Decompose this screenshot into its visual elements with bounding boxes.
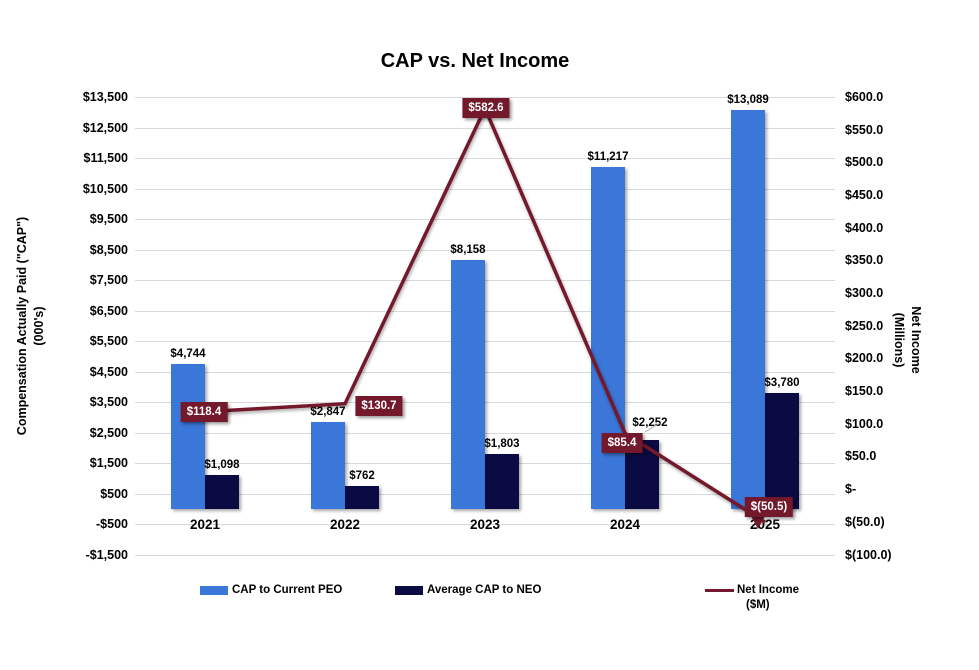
gridline: [135, 188, 835, 190]
net-income-value-label: $118.4: [180, 401, 228, 422]
bar-value-label: $3,780: [764, 377, 800, 390]
bar-value-label: $2,252: [632, 417, 668, 430]
gridline: [135, 341, 835, 342]
gridline: [135, 402, 835, 403]
gridline: [135, 280, 835, 281]
gridline: [135, 158, 835, 159]
right-axis-tick: $50.0: [845, 449, 877, 464]
right-axis-title-line2: (Millions): [892, 312, 906, 368]
left-axis-tick: $6,500: [89, 303, 128, 318]
right-axis-tick: $250.0: [845, 318, 884, 333]
x-axis-category-label: 2022: [329, 516, 361, 532]
legend-label-net-income: Net Income ($M): [737, 584, 799, 611]
right-axis-tick: $500.0: [845, 155, 884, 170]
right-axis-tick: $400.0: [845, 220, 884, 235]
bar-cap-peo: [731, 109, 765, 509]
gridline: [135, 554, 835, 556]
left-axis-tick: -$500: [96, 517, 128, 531]
gridline: [135, 524, 835, 525]
net-income-value-label: $85.4: [601, 433, 643, 454]
label-pointer: [751, 516, 765, 530]
bar-value-label: $8,158: [450, 243, 486, 256]
bar-cap-peo: [311, 421, 345, 509]
bar-value-label: $762: [349, 469, 375, 482]
right-axis-tick: $600.0: [845, 90, 884, 104]
left-axis-title-line2: (000's): [32, 306, 46, 346]
bar-cap-neo: [345, 485, 379, 509]
x-axis-category-label: 2023: [469, 516, 501, 532]
net-income-value-label: $130.7: [355, 395, 403, 416]
left-axis-tick: $13,500: [82, 90, 128, 104]
bar-cap-neo: [205, 475, 239, 509]
bar-value-label: $4,744: [170, 348, 206, 361]
right-axis-tick: $-: [845, 482, 857, 497]
legend-item-net-income: Net Income ($M): [705, 583, 799, 613]
left-axis-tick: $9,500: [89, 212, 128, 226]
bar-cap-neo: [765, 393, 799, 509]
legend-label-cap-peo: CAP to Current PEO: [232, 584, 343, 596]
right-axis-title-line1: Net Income: [909, 306, 923, 374]
left-axis-tick: $11,500: [83, 151, 129, 165]
right-axis-tick: $300.0: [845, 286, 884, 301]
right-axis-tick: $150.0: [845, 384, 884, 399]
legend-label-cap-neo: Average CAP to NEO: [427, 584, 542, 596]
gridline: [135, 310, 835, 312]
gridline: [135, 127, 835, 129]
left-axis-tick: $500: [100, 486, 128, 501]
bar-value-label: $11,217: [587, 150, 629, 163]
bar-cap-peo: [451, 259, 485, 509]
right-axis-tick: $200.0: [845, 351, 884, 366]
left-axis-tick: $8,500: [89, 242, 128, 257]
net-income-value-label: $582.6: [462, 98, 510, 119]
x-axis-category-label: 2024: [609, 516, 641, 532]
left-axis-title: Compensation Actually Paid ("CAP") (000'…: [14, 116, 48, 536]
left-axis-tick: $12,500: [82, 120, 128, 135]
gridline: [135, 97, 835, 98]
legend-swatch-cap-neo: [395, 586, 423, 595]
bar-value-label: $2,847: [310, 405, 346, 418]
legend-swatch-net-income: [705, 589, 734, 592]
right-axis-tick: $550.0: [845, 122, 884, 137]
legend: CAP to Current PEO Average CAP to NEO Ne…: [0, 583, 979, 628]
gridline: [135, 371, 835, 373]
bar-value-label: $13,089: [727, 93, 769, 106]
chart-title: CAP vs. Net Income: [380, 50, 570, 72]
legend-swatch-cap-peo: [200, 586, 228, 595]
right-axis-tick: $350.0: [845, 253, 884, 268]
gridline: [135, 219, 835, 220]
left-axis-tick: $3,500: [89, 395, 128, 409]
right-axis-title: Net Income (Millions): [890, 190, 924, 490]
bar-cap-peo: [171, 364, 205, 509]
bar-value-label: $1,098: [204, 459, 240, 472]
left-axis-tick: $7,500: [89, 273, 128, 287]
legend-item-cap-peo: CAP to Current PEO: [200, 583, 342, 598]
legend-item-cap-neo: Average CAP to NEO: [395, 583, 541, 598]
left-axis-tick: $5,500: [89, 334, 128, 348]
left-axis-tick: $4,500: [89, 364, 128, 379]
right-axis-tick: $(100.0): [845, 547, 892, 562]
left-axis-tick: -$1,500: [85, 547, 128, 562]
right-axis-tick: $100.0: [845, 416, 884, 431]
right-axis-tick: $(50.0): [845, 514, 885, 529]
left-axis-title-line1: Compensation Actually Paid ("CAP"): [15, 216, 29, 436]
x-axis-category-label: 2021: [189, 516, 221, 532]
bar-cap-peo: [591, 166, 625, 509]
right-axis-tick: $450.0: [845, 188, 884, 203]
bar-value-label: $1,803: [484, 437, 520, 450]
bar-cap-neo: [485, 453, 519, 509]
left-axis-tick: $10,500: [82, 181, 128, 196]
left-axis-tick: $1,500: [89, 456, 128, 470]
net-income-value-label: $(50.5): [744, 497, 794, 518]
left-axis-tick: $2,500: [89, 425, 128, 440]
gridline: [135, 432, 835, 434]
